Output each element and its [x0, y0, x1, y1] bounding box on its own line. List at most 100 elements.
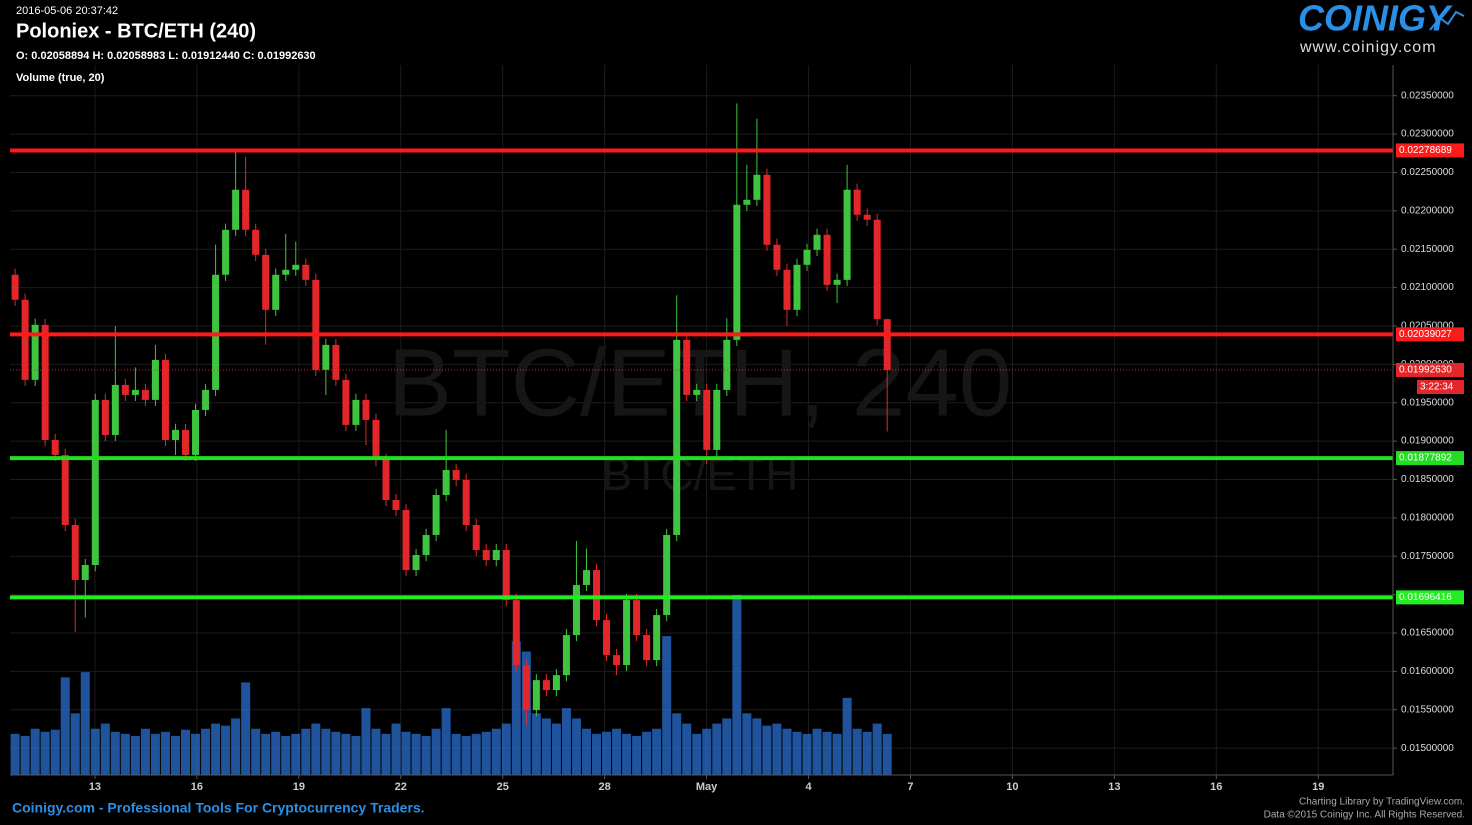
candle-body: [252, 229, 260, 255]
candle-body: [853, 189, 861, 215]
logo-icon: [1429, 10, 1465, 31]
volume-bar: [581, 728, 591, 775]
volume-bar: [732, 595, 742, 775]
volume-bar: [551, 723, 561, 775]
volume-bar: [431, 728, 441, 775]
footer-copyright: Data ©2015 Coinigy Inc. All Rights Reser…: [1264, 810, 1465, 821]
volume-bar: [571, 718, 581, 775]
level-label-box: [1396, 451, 1464, 466]
candle-body: [101, 399, 109, 435]
volume-bar: [361, 708, 371, 775]
candle-layer: [11, 103, 891, 726]
candle-body: [522, 665, 530, 711]
logo[interactable]: COINIGY: [1298, 0, 1453, 39]
candle-body: [312, 279, 320, 370]
candle-body: [863, 214, 871, 220]
volume-bar: [231, 718, 241, 775]
volume-bar: [451, 733, 461, 775]
candle-body: [633, 600, 641, 636]
y-tick-label: 0.02300000: [1401, 129, 1454, 140]
candle-body: [272, 274, 280, 310]
candle-body: [723, 339, 731, 390]
volume-bar: [301, 728, 311, 775]
volume-layer: [10, 595, 892, 775]
x-tick-label: 16: [191, 781, 203, 793]
y-tick-label: 0.02100000: [1401, 282, 1454, 293]
candle-body: [603, 620, 611, 656]
y-tick-label: 0.02350000: [1401, 90, 1454, 101]
volume-bar: [331, 731, 341, 775]
watermark: BTC/ETH, 240: [388, 329, 1012, 436]
logo-url[interactable]: www.coinigy.com: [1299, 39, 1437, 56]
candle-body: [613, 655, 621, 666]
volume-bar: [381, 733, 391, 775]
volume-bar: [612, 728, 622, 775]
candle-body: [121, 384, 129, 395]
candle-body: [653, 615, 661, 661]
volume-bar: [882, 733, 892, 775]
volume-bar: [180, 729, 191, 775]
candle-body: [141, 389, 149, 400]
candle-body: [332, 344, 340, 380]
candle-body: [452, 469, 460, 480]
volume-bar: [591, 733, 602, 775]
volume-bar: [351, 735, 361, 775]
volume-bar: [130, 735, 140, 775]
volume-bar: [772, 723, 782, 775]
volume-bar: [291, 733, 301, 775]
volume-bar: [30, 728, 40, 775]
candle-body: [342, 379, 350, 425]
volume-bar: [441, 708, 451, 775]
x-tick-label: 13: [1108, 781, 1120, 793]
x-tick-label: 25: [497, 781, 509, 793]
volume-bar: [481, 731, 491, 775]
candle-body: [482, 550, 490, 561]
candle-body: [562, 635, 570, 676]
candle-body: [412, 555, 420, 571]
volume-bar: [842, 697, 852, 775]
x-tick-label: 19: [293, 781, 305, 793]
volume-bar: [191, 733, 201, 775]
volume-bar: [672, 713, 682, 775]
level-label-box: [1396, 327, 1464, 342]
level-label-box: [1396, 143, 1464, 158]
candle-body: [783, 269, 791, 310]
volume-bar: [682, 723, 692, 775]
level-label: 0.01696416: [1399, 592, 1452, 603]
candle-body: [111, 384, 119, 435]
candle-body: [693, 389, 701, 395]
footer-credit[interactable]: Charting Library by TradingView.com.: [1299, 797, 1465, 808]
y-tick-label: 0.02150000: [1401, 244, 1454, 255]
candle-body: [151, 359, 159, 400]
level-layer: [10, 148, 1393, 600]
candle-body: [51, 439, 59, 455]
volume-bar: [40, 731, 50, 775]
candle-body: [643, 635, 651, 661]
candle-body: [663, 534, 671, 616]
volume-bar: [662, 636, 672, 775]
candle-body: [372, 419, 380, 460]
x-tick-label: 4: [805, 781, 812, 793]
candle-body: [512, 600, 520, 666]
volume-bar: [201, 728, 211, 775]
candle-body: [442, 469, 450, 495]
volume-bar: [491, 728, 501, 775]
volume-bar: [461, 735, 471, 775]
x-tick-label: 7: [907, 781, 913, 793]
candle-body: [31, 324, 39, 380]
volume-bar: [632, 735, 642, 775]
volume-bar: [802, 733, 812, 775]
volume-bar: [742, 713, 752, 775]
candle-body: [743, 199, 751, 205]
footer-tagline[interactable]: Coinigy.com - Professional Tools For Cry…: [12, 800, 425, 816]
x-tick-label: 13: [89, 781, 101, 793]
volume-bar: [170, 735, 180, 775]
candle-body: [713, 389, 721, 450]
candle-body: [593, 570, 601, 621]
volume-bar: [110, 731, 120, 775]
candle-body: [192, 409, 200, 455]
volume-bar: [511, 641, 521, 775]
candle-body: [171, 429, 179, 440]
candle-body: [542, 680, 550, 691]
